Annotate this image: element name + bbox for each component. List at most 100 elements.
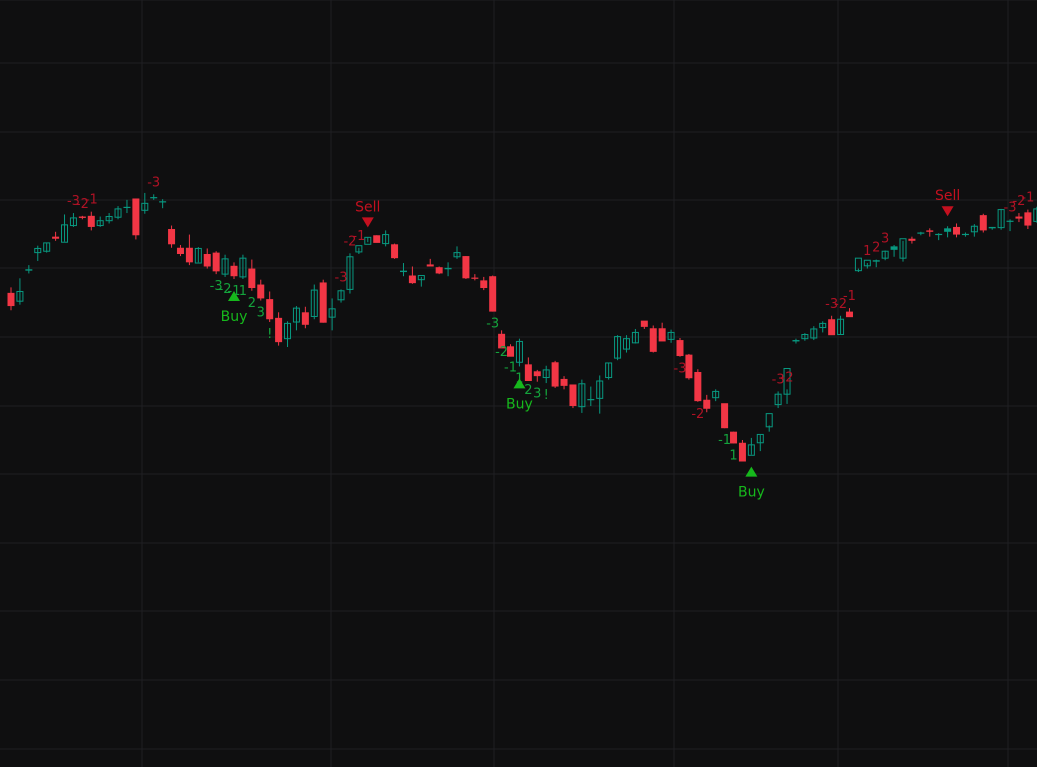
candle <box>507 344 515 357</box>
candle <box>524 357 532 382</box>
candle-body <box>221 258 229 275</box>
candle <box>453 246 461 259</box>
count-label: -2 <box>219 282 232 297</box>
candle <box>275 312 283 346</box>
candle <box>399 263 407 277</box>
candle <box>141 192 149 214</box>
candle-body <box>747 444 755 456</box>
candle-body <box>970 225 978 233</box>
candle <box>694 369 702 402</box>
candle-body <box>417 275 425 281</box>
candle-body <box>961 233 969 236</box>
count-label: -2 <box>76 197 89 212</box>
candle <box>730 431 738 444</box>
candle <box>105 213 113 224</box>
candle-body <box>355 245 363 253</box>
candle <box>596 375 604 414</box>
candle-body <box>480 280 488 289</box>
count-label: ! <box>267 327 272 342</box>
candle-body <box>917 232 925 234</box>
candle-body <box>819 322 827 329</box>
candle-body <box>845 311 853 318</box>
candle <box>284 321 292 347</box>
candle-body <box>730 431 738 444</box>
candle <box>979 213 987 233</box>
candle <box>542 365 550 384</box>
sell-arrow-icon <box>941 206 954 217</box>
candle <box>783 368 791 404</box>
candle <box>872 259 880 268</box>
candle-body <box>578 383 586 408</box>
buy-signal[interactable]: Buy <box>506 378 533 412</box>
candle-body <box>712 390 720 399</box>
candle <box>203 248 211 269</box>
candle-body <box>756 433 764 444</box>
candle-body <box>239 257 247 278</box>
candle-body <box>78 216 86 218</box>
candle <box>391 243 399 259</box>
candle-body <box>52 236 60 239</box>
candle <box>328 298 336 331</box>
candle <box>605 362 613 380</box>
candle-body <box>257 284 265 299</box>
candle <box>292 306 300 331</box>
count-label: 3 <box>881 232 889 247</box>
candle-body <box>444 267 452 270</box>
candle-body <box>837 318 845 336</box>
candle-body <box>738 442 746 462</box>
candle-body <box>694 371 702 402</box>
candle-body <box>721 403 729 429</box>
candle-body <box>810 328 818 339</box>
sell-label: Sell <box>355 199 380 215</box>
candle-body <box>248 268 256 289</box>
candle-body <box>382 234 390 245</box>
buy-signal[interactable]: Buy <box>738 466 765 501</box>
candle-body <box>890 246 898 250</box>
count-label: -1 <box>843 289 856 304</box>
sell-label: Sell <box>935 188 960 204</box>
candle <box>114 206 122 220</box>
candle-body <box>899 238 907 259</box>
candle-body <box>587 399 595 401</box>
buy-signal[interactable]: Buy <box>221 290 248 325</box>
candle-body <box>533 371 541 377</box>
candle-body <box>337 290 345 301</box>
sell-signal[interactable]: Sell <box>355 199 380 228</box>
candle-body <box>863 259 871 267</box>
candle-body <box>471 277 479 279</box>
candle <box>408 266 416 284</box>
count-label: -3 <box>147 175 160 190</box>
candle-body <box>328 308 336 318</box>
candle-body <box>622 338 630 350</box>
candle <box>319 279 327 323</box>
candle-body <box>801 334 809 340</box>
candle <box>43 242 51 253</box>
candle <box>373 235 381 243</box>
candle-body <box>676 340 684 357</box>
candle <box>221 254 229 277</box>
candle <box>649 325 657 353</box>
candle-body <box>435 267 443 274</box>
candle-body <box>453 252 461 258</box>
candle-body <box>114 208 122 218</box>
count-label: -2 <box>343 234 356 249</box>
candle <box>498 330 506 349</box>
buy-arrow-icon <box>228 290 240 301</box>
candle-body <box>667 331 675 340</box>
count-label: -3 <box>210 279 223 294</box>
candle <box>631 328 639 344</box>
count-label: 2 <box>524 383 532 398</box>
candle-body <box>524 364 532 382</box>
candle-body <box>953 226 961 235</box>
candle <box>792 338 800 344</box>
count-label: -1 <box>504 360 517 375</box>
candle <box>480 276 488 291</box>
candles <box>7 192 1037 462</box>
sell-signal[interactable]: Sell <box>935 188 960 217</box>
candle-body <box>979 215 987 231</box>
candle-body <box>426 264 434 267</box>
candle <box>462 256 470 279</box>
candle <box>569 384 577 409</box>
